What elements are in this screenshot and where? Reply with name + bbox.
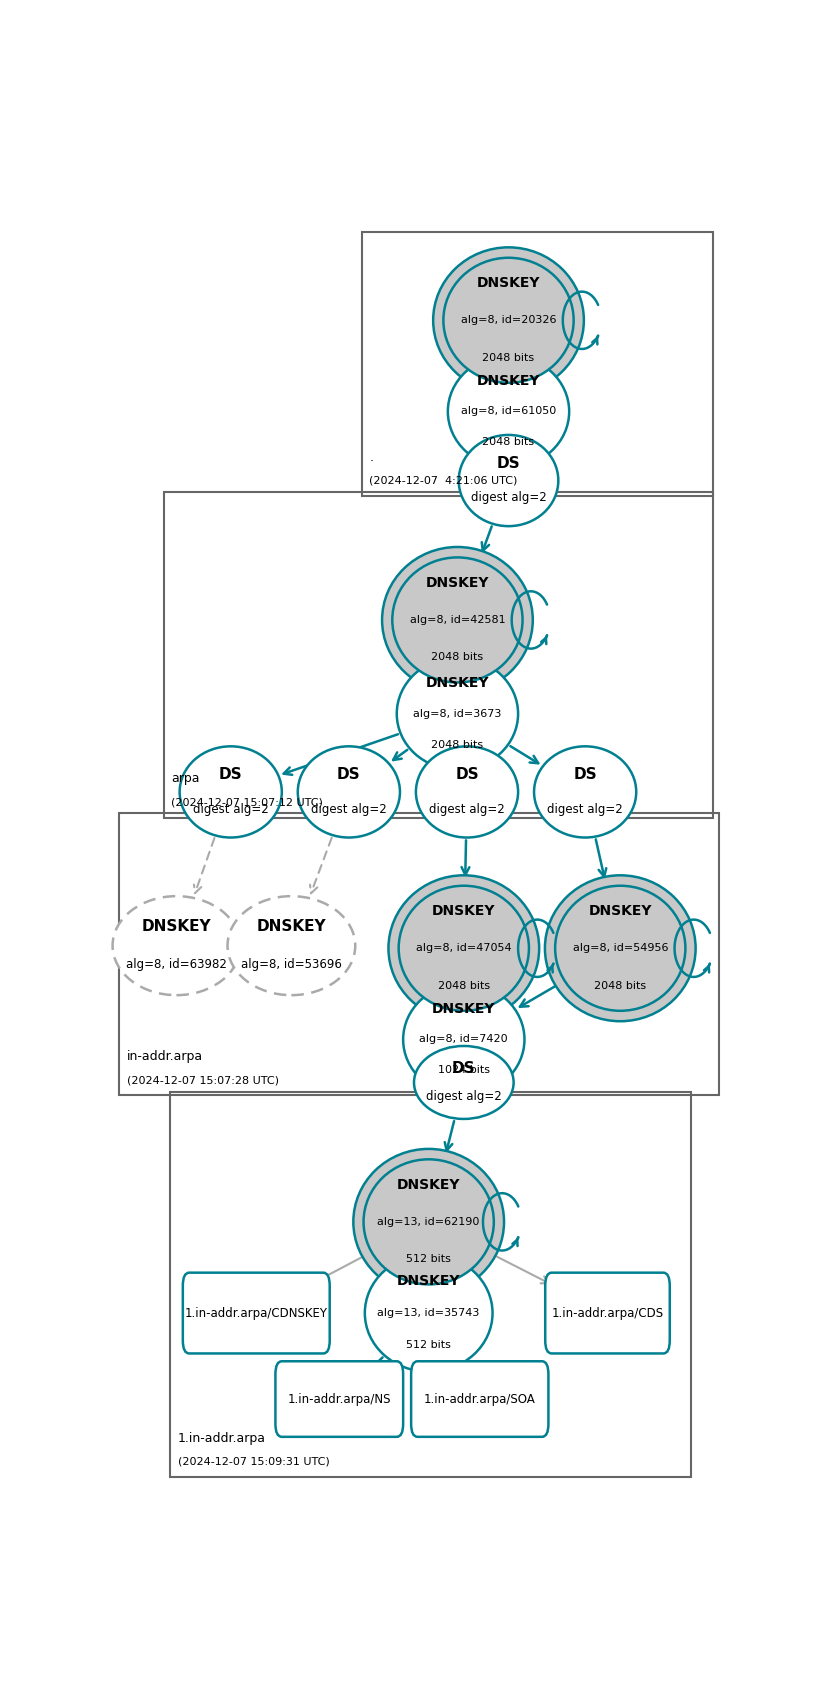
Ellipse shape: [227, 897, 355, 995]
Text: 2048 bits: 2048 bits: [594, 981, 646, 990]
Text: 1.in-addr.arpa/CDNSKEY: 1.in-addr.arpa/CDNSKEY: [185, 1306, 328, 1320]
Text: DS: DS: [497, 455, 520, 470]
Ellipse shape: [534, 746, 636, 838]
Ellipse shape: [363, 1159, 494, 1284]
Text: digest alg=2: digest alg=2: [426, 1090, 502, 1103]
Text: DS: DS: [574, 766, 597, 782]
Text: 2048 bits: 2048 bits: [438, 981, 490, 990]
Text: (2024-12-07 15:07:12 UTC): (2024-12-07 15:07:12 UTC): [171, 797, 323, 807]
Text: alg=8, id=20326: alg=8, id=20326: [461, 315, 556, 325]
Ellipse shape: [353, 1149, 504, 1294]
Text: 2048 bits: 2048 bits: [482, 437, 535, 447]
Ellipse shape: [448, 355, 569, 467]
FancyBboxPatch shape: [545, 1272, 670, 1354]
Text: digest alg=2: digest alg=2: [547, 802, 623, 816]
Text: 512 bits: 512 bits: [406, 1340, 451, 1350]
Ellipse shape: [392, 557, 522, 682]
Text: DNSKEY: DNSKEY: [142, 919, 211, 934]
Text: in-addr.arpa: in-addr.arpa: [127, 1051, 203, 1063]
Ellipse shape: [433, 247, 584, 393]
Text: 2048 bits: 2048 bits: [482, 352, 535, 362]
Text: DNSKEY: DNSKEY: [432, 1002, 495, 1015]
Text: digest alg=2: digest alg=2: [429, 802, 505, 816]
Text: alg=8, id=54956: alg=8, id=54956: [573, 942, 668, 953]
Text: alg=8, id=3673: alg=8, id=3673: [413, 709, 502, 719]
Text: 2048 bits: 2048 bits: [431, 739, 484, 750]
Ellipse shape: [555, 885, 686, 1010]
Text: arpa: arpa: [171, 773, 200, 785]
Ellipse shape: [443, 257, 574, 382]
Text: 2048 bits: 2048 bits: [431, 651, 484, 662]
Text: DNSKEY: DNSKEY: [477, 374, 541, 387]
Text: DNSKEY: DNSKEY: [397, 1274, 461, 1288]
Ellipse shape: [414, 1046, 513, 1118]
Text: alg=8, id=7420: alg=8, id=7420: [419, 1034, 508, 1044]
Ellipse shape: [459, 435, 559, 526]
Text: DNSKEY: DNSKEY: [256, 919, 326, 934]
Ellipse shape: [416, 746, 518, 838]
Ellipse shape: [382, 547, 533, 694]
Bar: [119, 812, 719, 1095]
Ellipse shape: [113, 897, 241, 995]
Text: 512 bits: 512 bits: [406, 1254, 451, 1264]
Text: (2024-12-07  4:21:06 UTC): (2024-12-07 4:21:06 UTC): [369, 475, 517, 486]
Text: 1.in-addr.arpa: 1.in-addr.arpa: [178, 1431, 265, 1445]
Text: 1.in-addr.arpa/SOA: 1.in-addr.arpa/SOA: [424, 1393, 536, 1406]
Text: DNSKEY: DNSKEY: [426, 675, 489, 690]
Text: alg=8, id=47054: alg=8, id=47054: [416, 942, 512, 953]
Text: alg=8, id=63982: alg=8, id=63982: [126, 958, 227, 971]
Text: alg=8, id=61050: alg=8, id=61050: [461, 406, 556, 416]
Text: DS: DS: [337, 766, 361, 782]
Text: digest alg=2: digest alg=2: [193, 802, 269, 816]
Ellipse shape: [399, 885, 529, 1010]
Ellipse shape: [180, 746, 282, 838]
Text: (2024-12-07 15:07:28 UTC): (2024-12-07 15:07:28 UTC): [127, 1074, 279, 1085]
Text: DNSKEY: DNSKEY: [426, 575, 489, 591]
Text: DS: DS: [455, 766, 479, 782]
Bar: [362, 232, 713, 496]
Text: digest alg=2: digest alg=2: [471, 491, 546, 504]
Text: DS: DS: [219, 766, 242, 782]
Text: alg=8, id=42581: alg=8, id=42581: [410, 614, 505, 624]
Text: DNSKEY: DNSKEY: [397, 1178, 461, 1191]
Text: alg=8, id=53696: alg=8, id=53696: [241, 958, 342, 971]
Text: alg=13, id=35743: alg=13, id=35743: [377, 1308, 480, 1318]
Bar: [164, 492, 713, 817]
Text: DNSKEY: DNSKEY: [588, 904, 652, 919]
FancyBboxPatch shape: [275, 1362, 403, 1437]
FancyBboxPatch shape: [411, 1362, 549, 1437]
Ellipse shape: [545, 875, 695, 1022]
Text: 1024 bits: 1024 bits: [438, 1066, 489, 1076]
Text: 1.in-addr.arpa/CDS: 1.in-addr.arpa/CDS: [551, 1306, 663, 1320]
Text: digest alg=2: digest alg=2: [311, 802, 386, 816]
Ellipse shape: [297, 746, 400, 838]
Text: (2024-12-07 15:09:31 UTC): (2024-12-07 15:09:31 UTC): [178, 1457, 330, 1467]
Text: alg=13, id=62190: alg=13, id=62190: [377, 1217, 480, 1227]
Ellipse shape: [388, 875, 539, 1022]
Text: DS: DS: [452, 1061, 475, 1076]
Text: 1.in-addr.arpa/NS: 1.in-addr.arpa/NS: [288, 1393, 391, 1406]
Bar: [170, 1091, 691, 1477]
FancyBboxPatch shape: [183, 1272, 330, 1354]
Ellipse shape: [365, 1254, 493, 1372]
Ellipse shape: [397, 658, 518, 770]
Ellipse shape: [403, 983, 524, 1095]
Text: DNSKEY: DNSKEY: [432, 904, 495, 919]
Text: DNSKEY: DNSKEY: [477, 276, 541, 289]
Text: .: .: [369, 450, 373, 464]
